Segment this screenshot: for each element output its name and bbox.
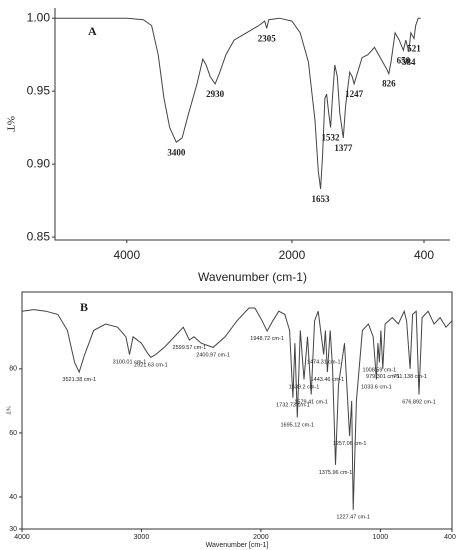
- peak-label: 3400: [167, 147, 186, 157]
- peak-label: 1732.73 cm-1: [276, 403, 310, 409]
- peak-label: 1008.59 cm-1: [363, 367, 397, 373]
- peak-label: 1377: [334, 143, 353, 153]
- peak-label: 1227.47 cm-1: [336, 515, 370, 521]
- peak-label: 650: [397, 55, 411, 65]
- peak-label: 979.301 cm-1: [366, 374, 400, 380]
- panel-label: B: [80, 300, 88, 314]
- axis-frame: [54, 8, 450, 241]
- peak-label: 676.892 cm-1: [402, 399, 436, 405]
- y-axis-label: %T: [5, 406, 11, 415]
- peak-label: 2921.63 cm-1: [134, 362, 168, 368]
- peak-label: 1639.2 cm-1: [289, 384, 320, 390]
- y-tick-label: 0.90: [27, 156, 51, 170]
- x-tick-label: 1000: [373, 534, 389, 541]
- axis-frame: [21, 291, 453, 530]
- peak-label: 3521.38 cm-1: [62, 377, 96, 383]
- peak-label: 2930: [206, 89, 225, 99]
- peak-label: 584: [402, 57, 416, 67]
- y-tick-label: 80: [9, 366, 17, 373]
- peak-label: 1532: [322, 133, 341, 143]
- spectrum-line: [55, 17, 421, 189]
- x-tick-label: 4000: [113, 248, 140, 262]
- peak-label: 1033.6 cm-1: [361, 384, 392, 390]
- peak-label: 3100.01 cm-1: [113, 359, 147, 365]
- y-tick-label: 30: [9, 526, 17, 533]
- peak-label: 2305: [258, 33, 277, 43]
- peak-label: 2400.97 cm-1: [196, 352, 230, 358]
- x-tick-label: 400: [414, 248, 434, 262]
- spectrum-line: [21, 307, 453, 510]
- peak-label: 2599.57 cm-1: [173, 345, 207, 351]
- x-tick-label: 400: [444, 534, 456, 541]
- peak-label: 826: [382, 79, 396, 89]
- peak-label: 751.138 cm-1: [393, 374, 427, 380]
- peak-label: 1443.46 cm-1: [311, 377, 345, 383]
- x-tick-label: 2000: [253, 534, 269, 541]
- y-tick-label: 1.00: [27, 10, 51, 24]
- y-tick-label: 0.95: [27, 83, 51, 97]
- peak-label: 1653: [312, 194, 331, 204]
- peak-label: 1579.41 cm-1: [294, 399, 328, 405]
- panel-label: A: [88, 24, 97, 38]
- peak-label: 1948.72 cm-1: [250, 336, 284, 342]
- x-tick-label: 2000: [279, 248, 306, 262]
- peak-label: 521: [407, 44, 421, 54]
- peak-label: 1474.31 cm-1: [307, 359, 341, 365]
- y-tick-label: 60: [9, 430, 17, 437]
- x-axis-label: Wavenumber [cm-1]: [206, 542, 269, 549]
- peak-label: 1257.06 cm-1: [333, 441, 367, 447]
- x-tick-label: 4000: [14, 534, 30, 541]
- peak-label: 1695.12 cm-1: [280, 422, 314, 428]
- y-tick-label: 40: [9, 494, 17, 501]
- y-tick-label: 0.85: [27, 229, 51, 243]
- y-axis-label: %T: [4, 116, 16, 132]
- x-tick-label: 3000: [134, 534, 150, 541]
- x-axis-label: Wavenumber (cm-1): [198, 270, 307, 284]
- peak-label: 1247: [345, 89, 364, 99]
- peak-label: 1375.96 cm-1: [319, 470, 353, 476]
